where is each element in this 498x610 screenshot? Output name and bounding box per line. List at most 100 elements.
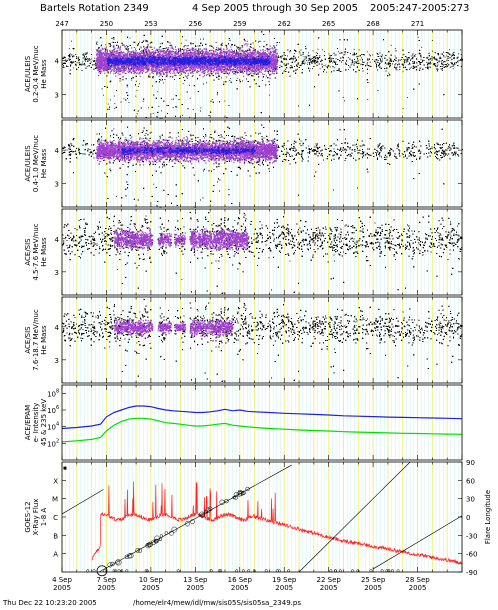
mass-point [348,69,349,70]
mass-point [378,60,379,61]
mass-point [372,59,373,60]
mass-point [386,64,387,65]
mass-point [95,63,96,64]
mass-point [367,62,368,63]
mass-point [85,58,86,59]
mass-point [367,99,368,100]
mass-point [253,71,254,72]
mass-point [385,63,386,64]
mass-point [461,54,462,55]
mass-point [336,61,337,62]
mass-point [200,108,201,109]
mass-point [420,54,421,55]
mass-point [268,73,269,74]
mass-point [421,47,422,48]
mass-point [309,55,310,56]
mass-point [401,59,402,60]
mass-point [174,79,175,80]
mass-point [370,62,371,63]
mass-point [139,83,140,84]
mass-point [314,62,315,63]
mass-point [378,117,379,118]
mass-point [299,51,300,52]
mass-point [289,51,290,52]
mass-point [238,72,239,73]
mass-point [346,60,347,61]
mass-point [460,50,461,51]
mass-point [458,53,459,54]
mass-point [166,105,167,106]
mass-point [450,54,451,55]
mass-point [108,104,109,105]
mass-point [451,59,452,60]
mass-point [224,101,225,102]
mass-point [432,51,433,52]
mass-point [124,98,125,99]
mass-point [73,68,74,69]
mass-point [376,67,377,68]
mass-point [334,55,335,56]
mass-point [313,50,314,51]
mass-point [306,60,307,61]
mass-point [377,90,378,91]
mass-point [269,95,270,96]
mass-point [406,62,407,63]
mass-point [358,56,359,57]
mass-point [163,83,164,84]
mass-point [312,58,313,59]
mass-point [403,108,404,109]
mass-point [359,50,360,51]
mass-point [310,58,311,59]
mass-point [426,62,427,63]
mass-point [282,62,283,63]
mass-point [294,66,295,67]
mass-point [357,61,358,62]
mass-point [107,50,108,51]
mass-point [427,66,428,67]
mass-point [455,64,456,65]
mass-point [403,59,404,60]
mass-point [75,54,76,55]
mass-point [435,52,436,53]
mass-point [416,62,417,63]
mass-point [247,50,248,51]
mass-point [304,60,305,61]
mass-point [153,113,154,114]
mass-point [308,62,309,63]
mass-point [313,56,314,57]
mass-point [114,96,115,97]
mass-point [193,75,194,76]
mass-point [310,68,311,69]
mass-point [181,43,182,44]
mass-point [96,67,97,68]
mass-point [367,51,368,52]
mass-point [438,65,439,66]
mass-point [151,47,152,48]
mass-point [128,48,129,49]
mass-point [410,60,411,61]
mass-point [86,56,87,57]
mass-point [109,109,110,110]
mass-point [131,48,132,49]
mass-point [339,71,340,72]
mass-point [230,78,231,79]
mass-point [307,64,308,65]
mass-point [145,40,146,41]
mass-point [420,53,421,54]
mass-point [200,39,201,40]
mass-point [126,78,127,79]
mass-point [103,49,104,50]
mass-point [421,59,422,60]
mass-point [398,61,399,62]
mass-point [157,91,158,92]
mass-point [216,47,217,48]
mass-point [138,86,139,87]
mass-point [183,83,184,84]
mass-point [232,69,233,70]
mass-point [89,58,90,59]
mass-point [295,70,296,71]
mass-point [130,38,131,39]
mass-point [242,81,243,82]
mass-point [136,81,137,82]
mass-point [441,61,442,62]
